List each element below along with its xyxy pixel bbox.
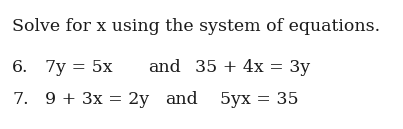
Text: 9 + 3x = 2y: 9 + 3x = 2y [45, 91, 149, 108]
Text: Solve for x using the system of equations.: Solve for x using the system of equation… [12, 18, 380, 35]
Text: and: and [148, 59, 181, 76]
Text: 7y = 5x: 7y = 5x [45, 59, 112, 76]
Text: and: and [165, 91, 198, 108]
Text: 7.: 7. [12, 91, 29, 108]
Text: 35 + 4x = 3y: 35 + 4x = 3y [195, 59, 310, 76]
Text: 6.: 6. [12, 59, 29, 76]
Text: 5yx = 35: 5yx = 35 [220, 91, 299, 108]
